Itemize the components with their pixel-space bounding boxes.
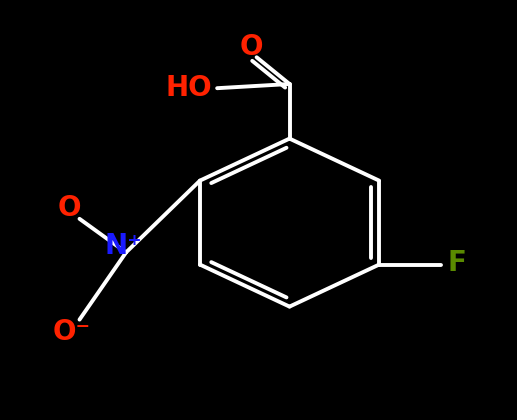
Text: O⁻: O⁻ bbox=[53, 318, 91, 346]
Text: O: O bbox=[240, 33, 263, 61]
Text: F: F bbox=[447, 249, 466, 277]
Text: HO: HO bbox=[165, 74, 212, 102]
Text: N⁺: N⁺ bbox=[104, 232, 142, 260]
Text: O: O bbox=[57, 194, 81, 222]
